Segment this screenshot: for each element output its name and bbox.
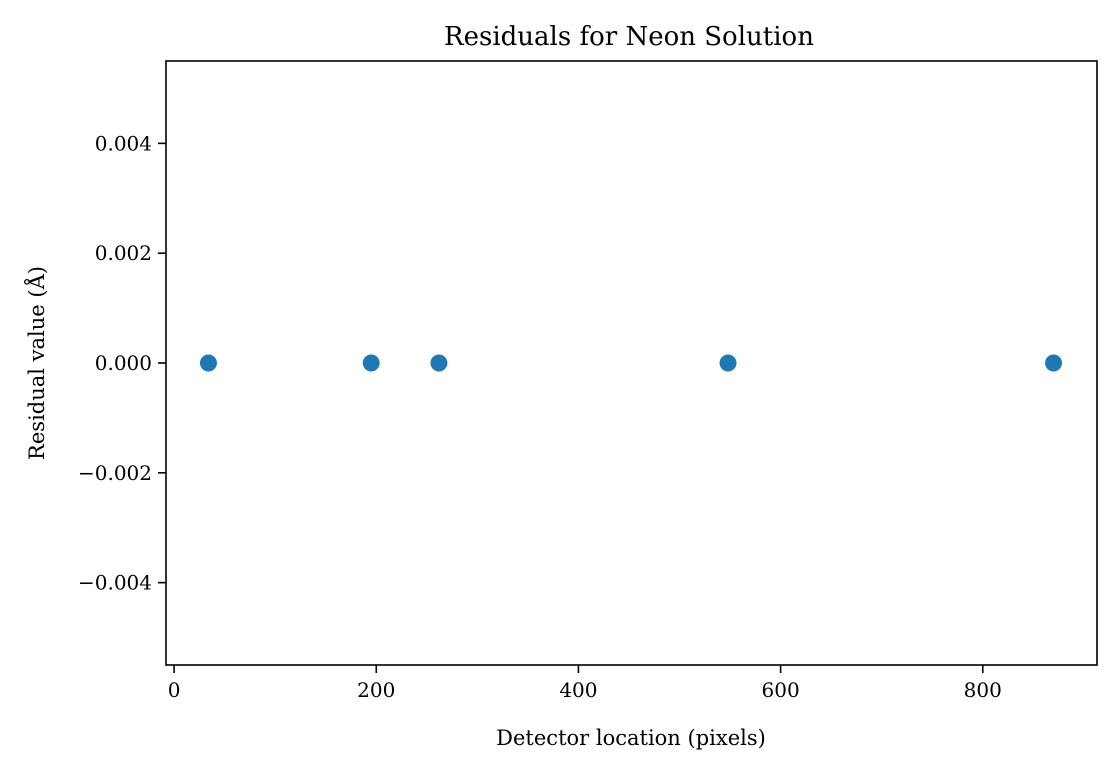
data-point bbox=[430, 354, 448, 372]
y-tick-label: 0.004 bbox=[95, 131, 152, 155]
x-tick-label: 400 bbox=[559, 678, 597, 702]
y-tick-label: −0.002 bbox=[78, 461, 152, 485]
x-tick-label: 0 bbox=[168, 678, 181, 702]
data-point bbox=[719, 354, 737, 372]
y-tick-label: −0.004 bbox=[78, 571, 152, 595]
y-tick-label: 0.000 bbox=[95, 351, 152, 375]
x-tick-label: 800 bbox=[964, 678, 1002, 702]
data-point bbox=[199, 354, 217, 372]
chart-title: Residuals for Neon Solution bbox=[444, 22, 814, 52]
x-tick-label: 200 bbox=[357, 678, 395, 702]
x-axis-ticks: 0 200 400 600 800 bbox=[168, 665, 1002, 702]
x-tick-label: 600 bbox=[762, 678, 800, 702]
y-axis-ticks: −0.004 −0.002 0.000 0.002 0.004 bbox=[78, 131, 166, 595]
x-axis-label: Detector location (pixels) bbox=[496, 726, 766, 750]
points-layer bbox=[199, 354, 1063, 372]
y-tick-label: 0.002 bbox=[95, 241, 152, 265]
y-axis-label: Residual value (Å) bbox=[24, 266, 49, 460]
data-point bbox=[1045, 354, 1063, 372]
data-point bbox=[362, 354, 380, 372]
